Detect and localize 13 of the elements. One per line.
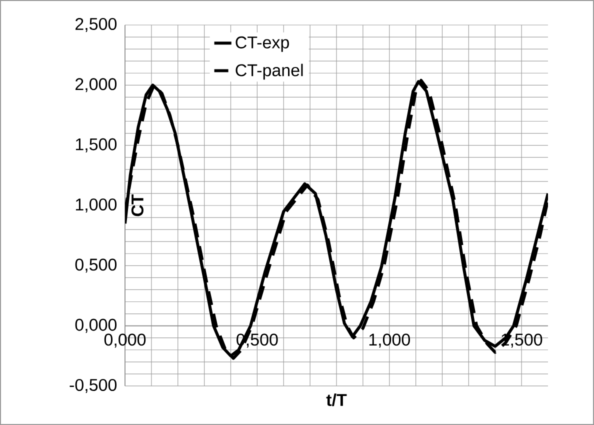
legend-label: CT-exp — [236, 36, 289, 52]
legend-label: CT-panel — [236, 64, 303, 80]
y-tick-label: 0,500 — [75, 258, 117, 273]
y-axis-title: CT — [131, 194, 144, 216]
y-tick-label: 2,500 — [76, 18, 117, 32]
y-tick-label: -0,500 — [70, 378, 117, 394]
y-tick-label: 0,000 — [75, 318, 117, 333]
y-tick-label: 1,000 — [76, 198, 117, 213]
y-tick-label: 2,000 — [76, 78, 117, 92]
x-axis-title: t/T — [326, 394, 347, 406]
x-tick-label: 0,000 — [104, 334, 146, 348]
y-tick-label: 1,500 — [76, 138, 117, 152]
x-tick-label: 1,000 — [369, 334, 410, 348]
